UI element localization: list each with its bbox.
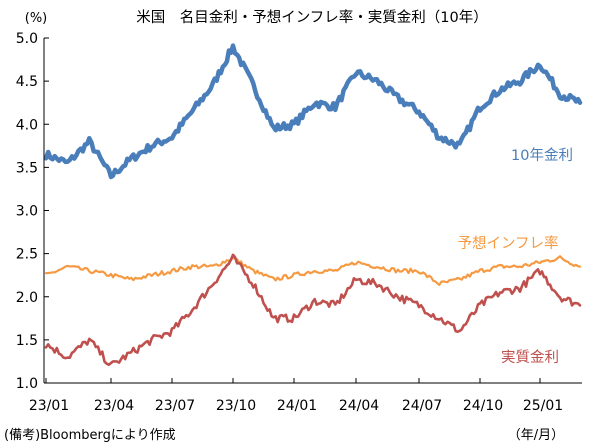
x-axis-ticks: 23/01 23/04 23/07 23/10 24/01 24/04 24/07 24/10…: [29, 378, 563, 414]
series-lines: [43, 43, 583, 367]
y-tick-label: 4.5: [16, 74, 38, 90]
x-tick-label: 24/01: [277, 398, 317, 414]
x-tick-label: 25/01: [523, 398, 563, 414]
x-tick-label: 23/10: [216, 398, 256, 414]
x-axis-unit-label: （年/月）: [508, 428, 564, 443]
x-tick-label: 23/01: [29, 398, 69, 414]
series-label: 実質金利: [501, 348, 559, 366]
y-tick-label: 1.0: [16, 376, 38, 392]
x-tick-label: 24/04: [339, 398, 379, 414]
series-line: [44, 253, 582, 367]
y-axis-ticks: 1.0 1.5 2.0 2.5 3.0 3.5 4.0 4.5 5.0: [16, 31, 49, 392]
series-line: [43, 43, 583, 180]
chart-title: 米国 名目金利・予想インフレ率・実質金利（10年）: [136, 8, 488, 26]
y-tick-label: 1.5: [16, 333, 38, 349]
y-tick-label: 5.0: [16, 31, 38, 47]
x-tick-label: 24/07: [402, 398, 442, 414]
series-line: [44, 255, 582, 286]
y-tick-label: 2.5: [16, 247, 38, 263]
y-tick-label: 3.0: [16, 204, 38, 220]
y-tick-label: 4.0: [16, 117, 38, 133]
x-tick-label: 24/10: [463, 398, 503, 414]
series-label: 10年金利: [511, 147, 573, 164]
x-tick-label: 23/07: [155, 398, 195, 414]
y-axis-unit-label: (%): [25, 11, 48, 26]
y-tick-label: 3.5: [16, 160, 38, 176]
y-tick-label: 2.0: [16, 290, 38, 306]
source-note: (備考)Bloombergにより作成: [4, 427, 176, 443]
x-tick-label: 23/04: [94, 398, 134, 414]
series-label: 予想インフレ率: [457, 235, 558, 252]
